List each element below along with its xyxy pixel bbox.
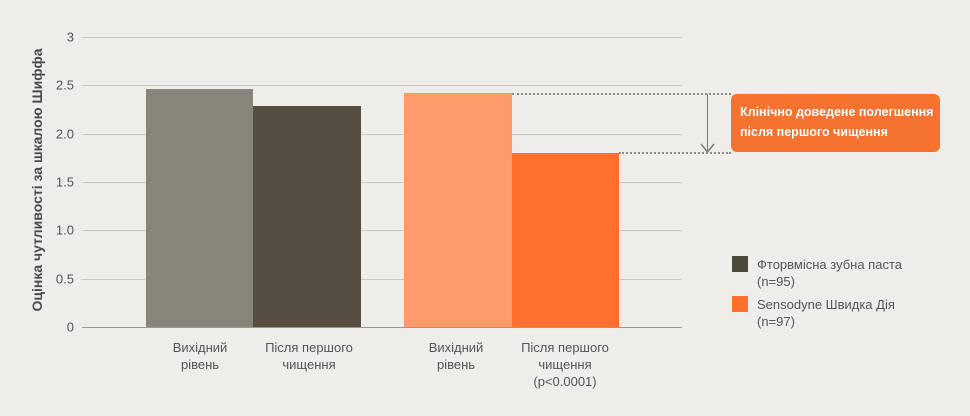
y-tick-0: 0: [66, 319, 74, 335]
callout-line2: після першого чищення: [740, 125, 888, 139]
bar-sensodyne-baseline: [404, 93, 512, 327]
x-label-fluoride-baseline: Вихідний рівень: [172, 340, 228, 372]
gridline: [82, 279, 682, 280]
bar-fluoride-baseline: [146, 89, 253, 327]
x-label-sensodyne-baseline: Вихідний рівень: [428, 340, 484, 372]
annotation-callout: Клінічно доведене полегшення після першо…: [731, 94, 940, 152]
x-axis-baseline: [82, 327, 682, 328]
gridline: [82, 182, 682, 183]
gridline: [82, 85, 682, 86]
y-tick-1-5: 1.5: [55, 174, 74, 190]
x-label-sensodyne-after: Після першого чищення (p<0.0001): [521, 340, 609, 389]
legend-item-sensodyne: Sensodyne Швидка Дія (n=97): [732, 296, 895, 330]
gridline: [82, 230, 682, 231]
legend-swatch: [732, 296, 748, 312]
arrow-line: [707, 94, 708, 152]
legend-item-fluoride: Фторвмісна зубна паста (n=95): [732, 256, 902, 290]
y-tick-1-0: 1.0: [55, 222, 74, 238]
legend-swatch: [732, 256, 748, 272]
reference-line-top: [512, 93, 731, 95]
gridline: [82, 134, 682, 135]
x-label-fluoride-after: Після першого чищення: [265, 340, 353, 372]
y-tick-2-0: 2.0: [55, 126, 74, 142]
gridline: [82, 37, 682, 38]
reference-line-bottom: [619, 152, 731, 154]
bar-fluoride-after: [253, 106, 361, 327]
y-tick-3: 3: [66, 29, 74, 45]
arrow-down-icon: [700, 143, 715, 154]
callout-line1: Клінічно доведене полегшення: [740, 105, 934, 119]
y-tick-2-5: 2.5: [55, 77, 74, 93]
y-tick-0-5: 0.5: [55, 271, 74, 287]
bar-sensodyne-after: [512, 153, 619, 327]
